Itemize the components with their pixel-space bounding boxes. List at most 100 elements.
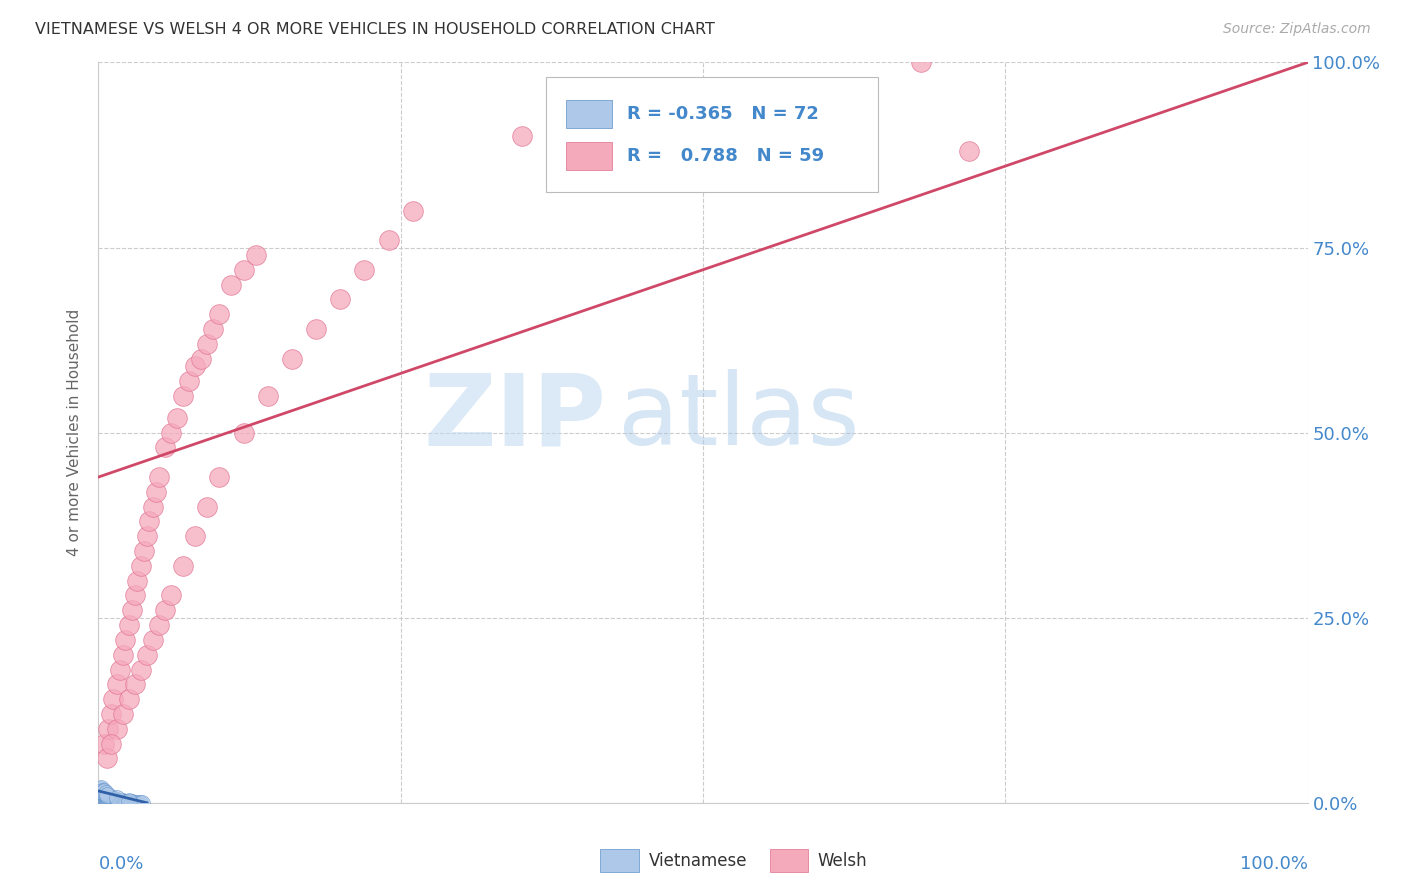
Point <box>93 791 115 805</box>
Text: R = -0.365   N = 72: R = -0.365 N = 72 <box>627 105 818 123</box>
Point <box>100 794 122 808</box>
Point <box>166 410 188 425</box>
Point <box>107 794 129 808</box>
Point <box>118 795 141 809</box>
Point <box>100 793 122 807</box>
Point <box>100 789 122 804</box>
Point <box>148 470 170 484</box>
Point <box>108 794 131 808</box>
Text: 100.0%: 100.0% <box>1240 855 1308 872</box>
Point <box>121 795 143 809</box>
Point <box>353 262 375 277</box>
Point <box>101 792 124 806</box>
Point <box>256 388 278 402</box>
Point <box>96 791 118 805</box>
Point <box>121 603 143 617</box>
Text: ZIP: ZIP <box>423 369 606 467</box>
Text: Welsh: Welsh <box>818 852 868 870</box>
Point <box>138 515 160 529</box>
Point <box>172 388 194 402</box>
Point <box>89 789 111 804</box>
Point <box>232 262 254 277</box>
Point <box>114 632 136 647</box>
Point <box>93 737 115 751</box>
Point <box>89 789 111 803</box>
Point <box>110 795 132 809</box>
Point <box>105 794 128 808</box>
FancyBboxPatch shape <box>567 100 613 128</box>
FancyBboxPatch shape <box>769 849 808 871</box>
Point <box>93 789 115 803</box>
Point <box>100 706 122 721</box>
Point <box>101 692 124 706</box>
Point <box>98 793 121 807</box>
Point <box>329 293 352 307</box>
Point <box>134 544 156 558</box>
Point <box>108 663 131 677</box>
Point <box>172 558 194 573</box>
Point <box>91 784 114 798</box>
Point <box>90 789 112 803</box>
Point <box>89 785 111 799</box>
Point <box>142 500 165 514</box>
Point <box>377 233 399 247</box>
Point <box>93 786 115 800</box>
Point <box>124 589 146 603</box>
Point <box>90 785 112 799</box>
Point <box>93 789 115 804</box>
Point <box>97 792 120 806</box>
Point <box>90 780 112 795</box>
Point <box>153 441 176 455</box>
Point <box>89 787 111 801</box>
Point <box>96 751 118 765</box>
Point <box>402 203 425 218</box>
Y-axis label: 4 or more Vehicles in Household: 4 or more Vehicles in Household <box>67 309 83 557</box>
Point <box>111 648 134 662</box>
Point <box>91 787 114 801</box>
Text: atlas: atlas <box>619 369 860 467</box>
Point <box>100 737 122 751</box>
Point <box>94 790 117 805</box>
Point <box>145 484 167 499</box>
Point <box>91 787 114 801</box>
Point <box>91 785 114 799</box>
Point <box>124 677 146 691</box>
Point <box>910 55 932 70</box>
Point <box>90 791 112 805</box>
Point <box>208 470 231 484</box>
Point <box>90 789 112 804</box>
Point <box>91 789 114 804</box>
Point <box>105 791 128 805</box>
Text: Source: ZipAtlas.com: Source: ZipAtlas.com <box>1223 22 1371 37</box>
Point <box>112 795 135 809</box>
Point <box>91 785 114 799</box>
Point <box>245 248 267 262</box>
Point <box>129 558 152 573</box>
Point <box>91 792 114 806</box>
Point <box>160 425 183 440</box>
Point <box>118 794 141 808</box>
Point <box>91 789 114 804</box>
Point <box>195 336 218 351</box>
Point <box>190 351 212 366</box>
Point <box>208 307 231 321</box>
Point <box>114 795 136 809</box>
Point <box>153 603 176 617</box>
Point <box>91 789 114 803</box>
Point <box>127 796 149 810</box>
Point <box>127 574 149 588</box>
Point <box>89 782 111 797</box>
Point <box>94 786 117 800</box>
Point <box>124 796 146 810</box>
Point <box>135 648 157 662</box>
Point <box>957 145 980 159</box>
Point <box>97 790 120 805</box>
Point <box>510 129 533 144</box>
Text: Vietnamese: Vietnamese <box>648 852 747 870</box>
Point <box>96 789 118 804</box>
Point <box>202 322 225 336</box>
Point <box>195 500 218 514</box>
Point <box>160 589 183 603</box>
Point <box>93 784 115 798</box>
Point <box>115 795 138 809</box>
